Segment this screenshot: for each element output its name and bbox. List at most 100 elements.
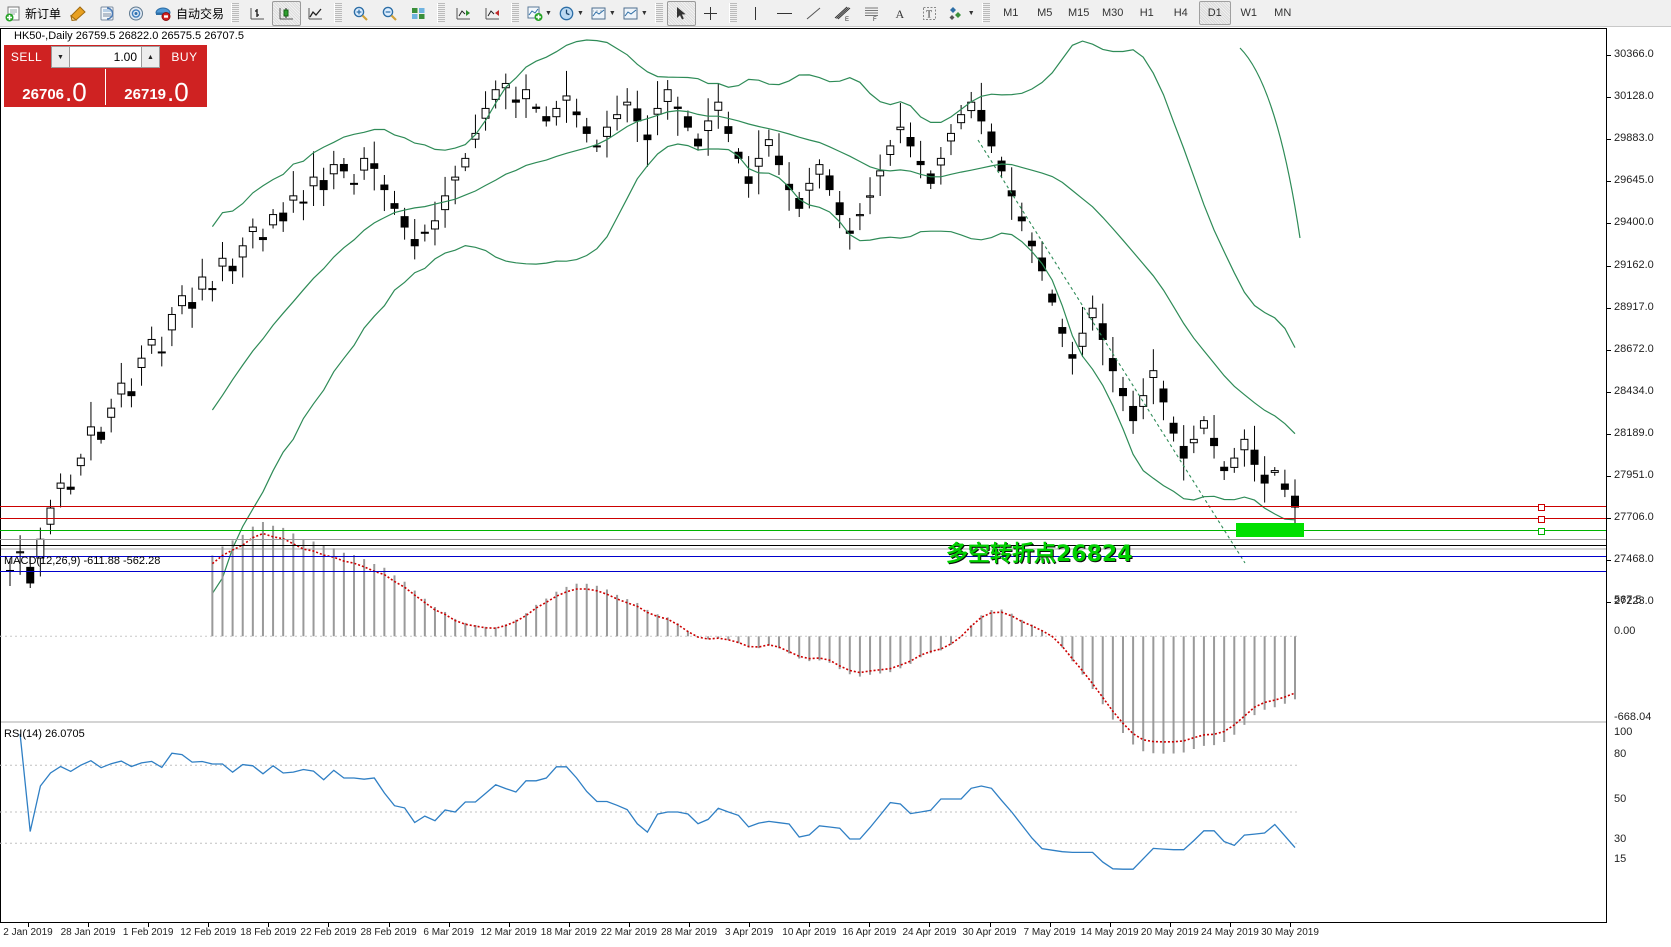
time-tick-label: 3 Apr 2019 <box>724 927 774 938</box>
timeframe-h1-button[interactable]: H1 <box>1139 7 1154 19</box>
time-tick-mark <box>1109 923 1111 927</box>
support-line-1[interactable] <box>0 556 1607 557</box>
time-tick-mark <box>989 923 991 927</box>
pivot-annotation-text: 多空转折点26824 <box>946 542 1133 567</box>
rsi-label: RSI(14) 26.0705 <box>4 728 85 740</box>
time-tick-mark <box>28 923 29 927</box>
time-tick-label: 22 Mar 2019 <box>600 927 658 938</box>
svg-text:E: E <box>845 17 849 22</box>
autotrading-button[interactable]: 自动交易 <box>151 1 227 26</box>
bid-line[interactable] <box>0 539 1607 540</box>
crosshair-tool-button[interactable] <box>696 1 725 26</box>
horizontal-line-tool-button[interactable] <box>770 1 799 26</box>
buy-button[interactable]: BUY <box>171 50 198 64</box>
templates-button[interactable]: ▼ <box>587 1 619 26</box>
timeframe-w1-button[interactable]: W1 <box>1240 7 1257 19</box>
toolbar-separator <box>437 3 446 23</box>
timeframe-m30-button[interactable]: M30 <box>1102 7 1124 19</box>
timeframe-mn-button[interactable]: MN <box>1274 7 1292 19</box>
time-axis[interactable]: 2 Jan 2019 28 Jan 2019 1 Feb 2019 12 Feb 20… <box>0 922 1607 947</box>
equidistant-channel-tool-button[interactable]: E <box>828 1 857 26</box>
pivot-anchor[interactable] <box>1538 528 1545 535</box>
resistance-line-1[interactable] <box>0 506 1607 507</box>
autotrading-icon <box>155 7 171 21</box>
time-tick-mark <box>328 923 330 927</box>
time-tick-mark <box>448 923 450 927</box>
metaeditor-button[interactable] <box>64 1 93 26</box>
navigator-button[interactable] <box>122 1 151 26</box>
equidistant-channel-icon: E <box>834 6 851 22</box>
buy-price[interactable]: 26719 .0 <box>105 69 207 105</box>
lot-increase-icon[interactable]: ▲ <box>141 46 160 68</box>
sell-price[interactable]: 26706 .0 <box>4 69 105 105</box>
resistance-anchor-2[interactable] <box>1538 516 1545 523</box>
trendline-icon <box>806 7 821 19</box>
new-order-label: 新订单 <box>25 6 62 21</box>
price-axis[interactable]: 30366.0 30128.0 29883.0 29645.0 29400.0 29162… <box>1606 28 1671 947</box>
chart-area[interactable]: 27000.326912.526824.726749.026707.526620… <box>0 28 1671 947</box>
chevron-down-icon[interactable]: ▼ <box>608 9 616 17</box>
zoom-in-icon <box>353 6 368 21</box>
price-tick: 29400.0 <box>1607 216 1654 228</box>
tile-windows-button[interactable] <box>404 1 433 26</box>
periods-button[interactable]: ▼ <box>555 1 587 26</box>
time-tick-mark <box>1229 923 1231 927</box>
objects-button[interactable]: ▼ <box>619 1 651 26</box>
lot-decrease-icon[interactable]: ▼ <box>51 46 70 68</box>
one-click-trading-panel[interactable]: SELL ▼ 1.00 ▲ BUY 26706 .0 26719 .0 <box>4 45 207 107</box>
bar-chart-icon <box>250 7 265 19</box>
trendline-tool-button[interactable] <box>799 1 828 26</box>
price-tick: 28672.0 <box>1607 343 1654 355</box>
cursor-tool-button[interactable] <box>666 0 696 26</box>
macd-label: MACD(12,26,9) -611.88 -562.28 <box>4 555 161 567</box>
line-chart-button[interactable] <box>301 1 330 26</box>
rsi-tick: 50 <box>1614 793 1627 805</box>
timeframe-h4-button[interactable]: H4 <box>1173 7 1188 19</box>
zoom-in-button[interactable] <box>346 1 375 26</box>
templates-icon <box>591 7 606 19</box>
rsi-tick: 30 <box>1614 833 1627 845</box>
bar-chart-button[interactable] <box>243 1 272 26</box>
svg-text:T: T <box>926 9 932 20</box>
timeframe-m5-button[interactable]: M5 <box>1037 7 1053 19</box>
time-tick-mark <box>929 923 931 927</box>
current-price-line[interactable] <box>0 545 1607 546</box>
time-tick-mark <box>1169 923 1171 927</box>
new-order-button[interactable]: 新订单 <box>2 1 64 26</box>
shapes-tool-button[interactable]: ▼ <box>944 1 978 26</box>
candlestick-chart-button[interactable] <box>272 0 302 26</box>
time-tick-mark <box>388 923 390 927</box>
chevron-down-icon[interactable]: ▼ <box>640 9 648 17</box>
macd-tick: 567.5 <box>1614 594 1642 606</box>
auto-scroll-button[interactable] <box>449 1 478 26</box>
sell-button[interactable]: SELL <box>10 50 43 64</box>
chevron-down-icon[interactable]: ▼ <box>576 9 584 17</box>
price-tick: 27468.0 <box>1607 553 1654 565</box>
indicators-button[interactable]: ▼ <box>523 1 555 26</box>
zoom-out-button[interactable] <box>375 1 404 26</box>
timeframe-m15-button[interactable]: M15 <box>1068 7 1090 19</box>
time-tick-mark <box>869 923 871 927</box>
chart-shift-button[interactable] <box>478 1 507 26</box>
fibonacci-tool-button[interactable]: F <box>857 1 886 26</box>
chevron-down-icon[interactable]: ▼ <box>545 9 552 17</box>
strategy-tester-button[interactable] <box>93 1 122 26</box>
pivot-line[interactable] <box>0 530 1607 531</box>
lot-size-stepper[interactable]: ▼ 1.00 ▲ <box>51 46 160 68</box>
vertical-line-tool-button[interactable] <box>741 1 770 26</box>
tester-icon <box>100 6 114 20</box>
time-tick-label: 16 Apr 2019 <box>842 927 897 938</box>
resistance-line-2[interactable] <box>0 518 1607 519</box>
time-tick-label: 1 Feb 2019 <box>122 927 174 938</box>
time-tick-label: 20 May 2019 <box>1140 927 1199 938</box>
timeframe-d1-button[interactable]: D1 <box>1198 1 1231 25</box>
timeframe-m1-button[interactable]: M1 <box>1003 7 1019 19</box>
support-line-2[interactable] <box>0 571 1607 572</box>
chart-canvas[interactable] <box>0 28 1607 947</box>
text-tool-button[interactable]: A <box>886 1 915 26</box>
resistance-anchor-1[interactable] <box>1538 504 1545 511</box>
chevron-down-icon[interactable]: ▼ <box>967 9 975 17</box>
time-tick-label: 30 Apr 2019 <box>962 927 1017 938</box>
text-label-tool-button[interactable]: T <box>915 1 944 26</box>
lot-size-input[interactable]: 1.00 <box>70 46 141 68</box>
